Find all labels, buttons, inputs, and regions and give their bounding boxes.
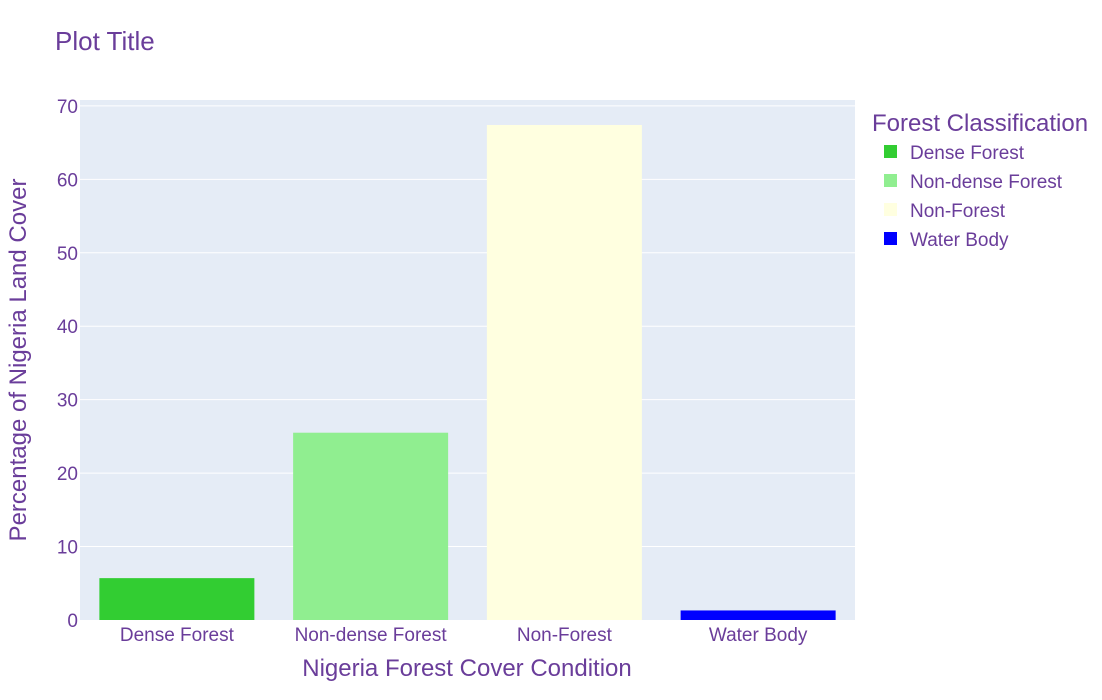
- legend-swatch: [884, 203, 897, 216]
- legend-swatch: [884, 232, 897, 245]
- y-tick-label: 40: [57, 317, 78, 338]
- gridlines: [80, 105, 855, 548]
- bars: [99, 124, 836, 621]
- legend-items: Dense Forest Non-dense Forest Non-Forest Wa…: [884, 143, 1063, 251]
- y-tick-label: 70: [57, 97, 78, 118]
- legend-title: Forest Classification: [872, 110, 1088, 137]
- legend-label: Non-dense Forest: [910, 172, 1063, 193]
- bar-non-forest[interactable]: [486, 124, 642, 621]
- plot-area: [80, 100, 855, 620]
- bar-water-body[interactable]: [680, 610, 836, 620]
- legend-label: Water Body: [910, 230, 1009, 251]
- bar-non-dense-forest[interactable]: [293, 432, 449, 620]
- x-tick-label: Water Body: [709, 625, 808, 646]
- bar-dense-forest[interactable]: [99, 578, 255, 620]
- x-tick-label: Dense Forest: [120, 625, 235, 646]
- legend-item[interactable]: Dense Forest: [884, 143, 1025, 164]
- legend-label: Non-Forest: [910, 201, 1006, 222]
- legend-item[interactable]: Water Body: [884, 230, 1009, 251]
- y-tick-label: 60: [57, 170, 78, 191]
- y-axis-ticks: 0 10 20 30 40 50 60 70: [57, 97, 78, 632]
- chart-title: Plot Title: [55, 26, 155, 56]
- y-tick-label: 0: [67, 611, 78, 632]
- legend[interactable]: Forest Classification Dense Forest Non-de…: [872, 110, 1088, 251]
- x-axis-ticks: Dense Forest Non-dense Forest Non-Forest Wa…: [120, 625, 808, 646]
- y-tick-label: 50: [57, 244, 78, 265]
- y-tick-label: 20: [57, 464, 78, 485]
- legend-label: Dense Forest: [910, 143, 1025, 164]
- x-tick-label: Non-Forest: [517, 625, 613, 646]
- y-tick-label: 10: [57, 538, 78, 559]
- legend-item[interactable]: Non-Forest: [884, 201, 1006, 222]
- legend-swatch: [884, 145, 897, 158]
- x-tick-label: Non-dense Forest: [295, 625, 448, 646]
- y-axis-title: Percentage of Nigeria Land Cover: [5, 179, 32, 542]
- y-tick-label: 30: [57, 391, 78, 412]
- x-axis-title: Nigeria Forest Cover Condition: [302, 655, 631, 682]
- legend-swatch: [884, 174, 897, 187]
- legend-item[interactable]: Non-dense Forest: [884, 172, 1063, 193]
